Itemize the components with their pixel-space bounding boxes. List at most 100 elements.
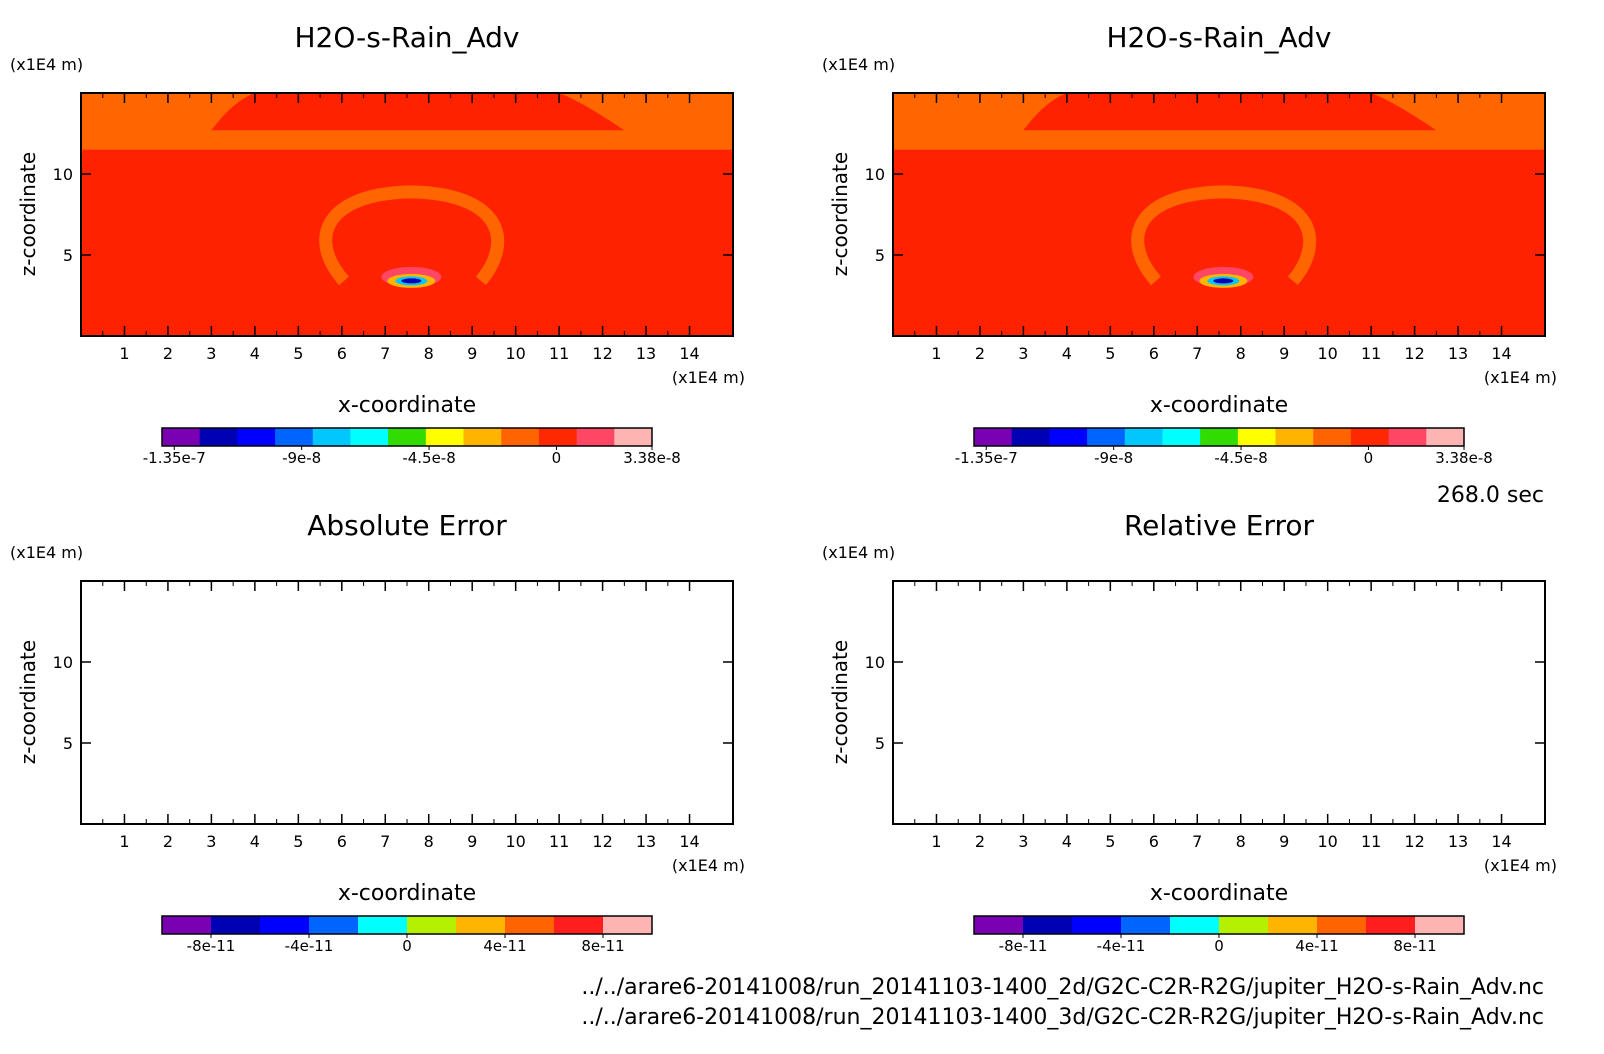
colorbar-segment	[211, 916, 261, 934]
x-tick-label: 12	[592, 832, 612, 851]
x-tick-label: 8	[424, 832, 434, 851]
colorbar-segment	[974, 916, 1024, 934]
x-tick-label: 5	[293, 344, 303, 363]
colorbar-segment	[538, 428, 578, 446]
colorbar-segment	[1162, 428, 1201, 446]
colorbar-segment	[275, 428, 314, 446]
x-tick-label: 12	[592, 344, 612, 363]
y-axis-label: z-coordinate	[16, 152, 40, 276]
x-tick-label: 5	[1105, 832, 1115, 851]
colorbar-label: 0	[402, 937, 412, 955]
chart-title: Relative Error	[1124, 509, 1315, 542]
colorbar-label: 8e-11	[1393, 937, 1436, 955]
x-tick-label: 10	[1317, 344, 1337, 363]
x-tick-label: 6	[337, 344, 347, 363]
x-unit-label: (x1E4 m)	[1484, 856, 1557, 875]
x-tick-label: 13	[636, 832, 656, 851]
x-tick-label: 1	[931, 832, 941, 851]
colorbar-label: -1.35e-7	[143, 449, 206, 467]
colorbar-label: -9e-8	[1094, 449, 1133, 467]
x-tick-label: 7	[380, 832, 390, 851]
colorbar-segment	[1072, 916, 1122, 934]
colorbar-label: -4e-11	[285, 937, 334, 955]
plot-frame	[80, 580, 734, 825]
colorbar-label: -8e-11	[187, 937, 236, 955]
x-tick-label: 8	[424, 344, 434, 363]
x-tick-label: 10	[505, 832, 525, 851]
colorbar-frame	[973, 427, 1465, 447]
colorbar-segment	[425, 428, 465, 446]
colorbar-label: -1.35e-7	[955, 449, 1018, 467]
x-tick-label: 1	[119, 832, 129, 851]
x-tick-label: 13	[636, 344, 656, 363]
colorbar-label: -4e-11	[1097, 937, 1146, 955]
x-tick-label: 5	[1105, 344, 1115, 363]
chart-title: Absolute Error	[307, 509, 507, 542]
colorbar-segment	[554, 916, 604, 934]
x-tick-label: 10	[505, 344, 525, 363]
colorbar-label: 3.38e-8	[623, 449, 681, 467]
x-tick-label: 3	[1018, 344, 1028, 363]
y-tick-label: 5	[63, 246, 73, 265]
x-tick-label: 6	[337, 832, 347, 851]
colorbar-segment	[974, 428, 1013, 446]
colorbar-segment	[456, 916, 506, 934]
colorbar-segment	[1350, 428, 1390, 446]
colorbar-segment	[312, 428, 351, 446]
colorbar-segment	[199, 428, 238, 446]
x-tick-label: 8	[1236, 344, 1246, 363]
colorbar-segment	[576, 428, 615, 446]
x-tick-label: 5	[293, 832, 303, 851]
x-axis-label: x-coordinate	[1150, 393, 1288, 418]
colorbar-segment	[1426, 428, 1465, 446]
x-tick-label: 2	[163, 344, 173, 363]
x-tick-label: 4	[250, 344, 260, 363]
colorbar-label: -4.5e-8	[1214, 449, 1267, 467]
colorbar-segment	[1275, 428, 1314, 446]
y-tick-label: 5	[875, 246, 885, 265]
colorbar-segment	[388, 428, 427, 446]
field-upper-region	[1023, 93, 1437, 131]
chart-panel: H2O-s-Rain_Adv(x1E4 m)1 2 3 4 5 6 7 8 9 10 11 12 13 1…	[822, 21, 1557, 467]
x-tick-label: 12	[1404, 832, 1424, 851]
colorbar-segment	[1121, 916, 1171, 934]
colorbar-label: 8e-11	[581, 937, 624, 955]
x-tick-label: 8	[1236, 832, 1246, 851]
colorbar-segment	[260, 916, 310, 934]
y-tick-label: 5	[63, 734, 73, 753]
x-tick-label: 1	[931, 344, 941, 363]
colorbar-segment	[1388, 428, 1427, 446]
y-tick-label: 10	[53, 165, 73, 184]
x-tick-label: 13	[1448, 344, 1468, 363]
colorbar-segment	[1237, 428, 1277, 446]
y-unit-label: (x1E4 m)	[822, 543, 895, 562]
chart-panel: Absolute Error(x1E4 m)1 2 3 4 5 6 7 8 9 10 11 12 13 1…	[10, 509, 745, 955]
x-unit-label: (x1E4 m)	[1484, 368, 1557, 387]
colorbar-segment	[1087, 428, 1126, 446]
colorbar-segment	[1268, 916, 1318, 934]
field-core	[1213, 278, 1234, 284]
colorbar-segment	[505, 916, 555, 934]
x-axis-label: x-coordinate	[338, 393, 476, 418]
colorbar-segment	[237, 428, 276, 446]
colorbar-segment	[1124, 428, 1163, 446]
colorbar-segment	[350, 428, 389, 446]
x-tick-label: 11	[549, 344, 569, 363]
x-axis-label: x-coordinate	[338, 881, 476, 906]
colorbar-segment	[1313, 428, 1352, 446]
y-tick-label: 10	[865, 165, 885, 184]
x-tick-label: 9	[1279, 344, 1289, 363]
x-tick-label: 3	[206, 832, 216, 851]
x-tick-label: 2	[163, 832, 173, 851]
x-tick-label: 7	[1192, 344, 1202, 363]
x-tick-label: 7	[380, 344, 390, 363]
x-tick-label: 4	[1062, 344, 1072, 363]
colorbar-segment	[1170, 916, 1220, 934]
colorbar-segment	[1023, 916, 1073, 934]
x-unit-label: (x1E4 m)	[672, 368, 745, 387]
field-core	[401, 278, 422, 284]
y-unit-label: (x1E4 m)	[822, 55, 895, 74]
colorbar-label: 4e-11	[1295, 937, 1338, 955]
field-upper-region	[211, 93, 625, 131]
